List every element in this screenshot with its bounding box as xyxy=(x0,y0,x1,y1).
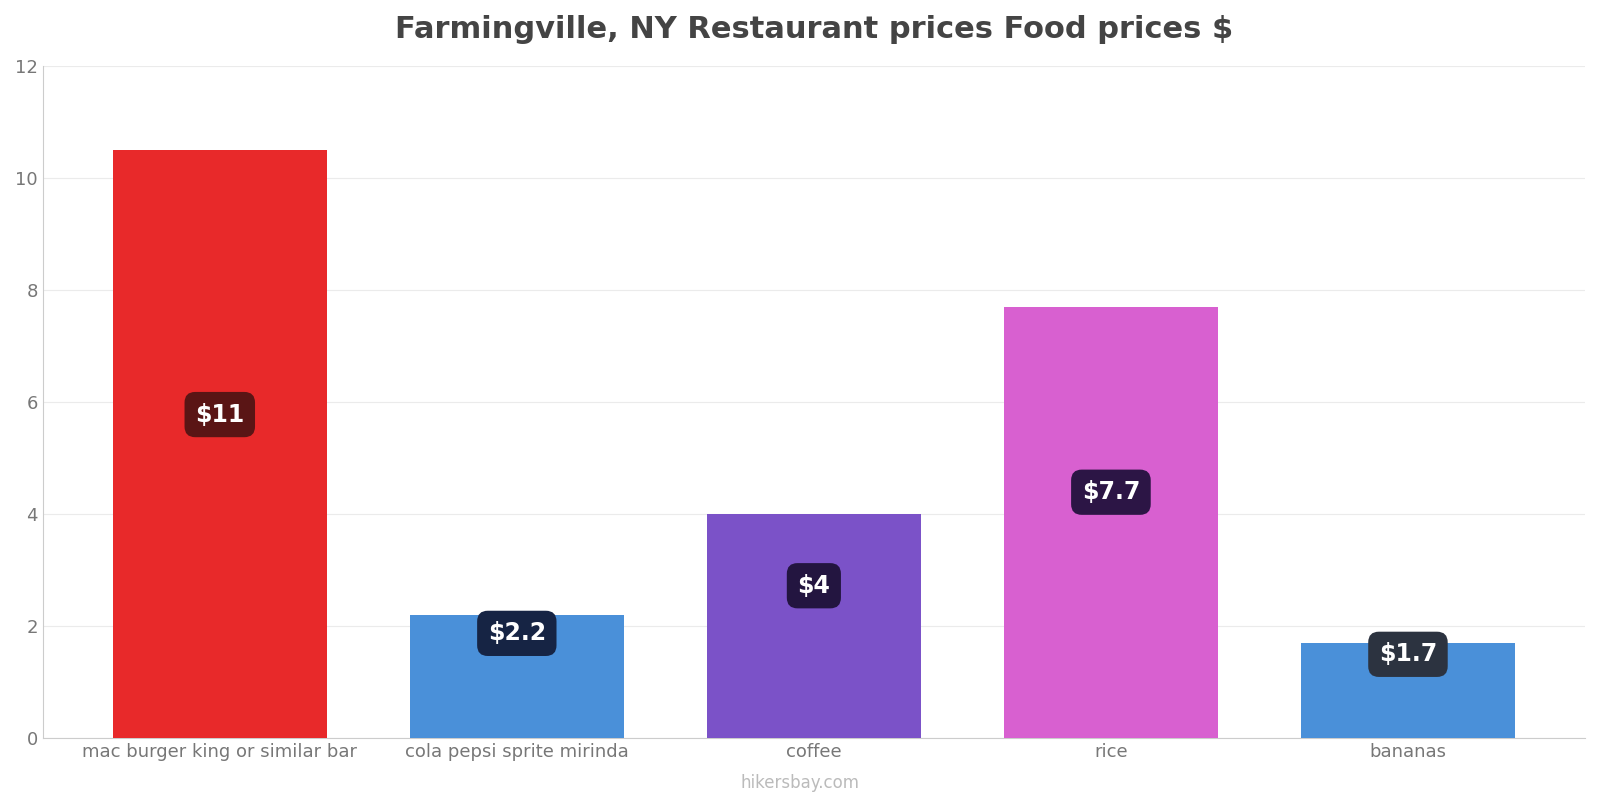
Text: $1.7: $1.7 xyxy=(1379,642,1437,666)
Text: $2.2: $2.2 xyxy=(488,622,546,646)
Bar xyxy=(1003,306,1218,738)
Text: $11: $11 xyxy=(195,402,245,426)
Bar xyxy=(707,514,922,738)
Bar xyxy=(1301,643,1515,738)
Bar xyxy=(114,150,326,738)
Title: Farmingville, NY Restaurant prices Food prices $: Farmingville, NY Restaurant prices Food … xyxy=(395,15,1234,44)
Bar xyxy=(410,615,624,738)
Text: hikersbay.com: hikersbay.com xyxy=(741,774,859,792)
Text: $7.7: $7.7 xyxy=(1082,480,1141,504)
Text: $4: $4 xyxy=(797,574,830,598)
